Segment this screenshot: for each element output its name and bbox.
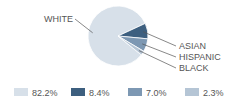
legend-swatch — [128, 88, 142, 96]
slice-label: BLACK — [179, 63, 209, 73]
chart: WHITE ASIANHISPANICBLACK 82.2% 8.4% 7.0% 2.3% — [0, 0, 240, 100]
leader-line — [142, 44, 176, 57]
legend-swatch — [185, 88, 199, 96]
legend-swatch — [71, 88, 85, 96]
legend-swatch — [14, 88, 28, 96]
legend-label: 8.4% — [89, 88, 110, 98]
pie — [88, 6, 148, 66]
slice — [118, 36, 144, 55]
slice-label: HISPANIC — [179, 52, 221, 62]
slice-label: ASIAN — [179, 41, 206, 51]
legend-label: 7.0% — [146, 88, 167, 98]
leader-line — [143, 32, 176, 46]
slice-label: WHITE — [44, 14, 73, 24]
legend-label: 82.2% — [32, 88, 58, 98]
legend-label: 2.3% — [203, 88, 224, 98]
leader-line — [139, 51, 176, 68]
leader-line — [75, 19, 93, 33]
